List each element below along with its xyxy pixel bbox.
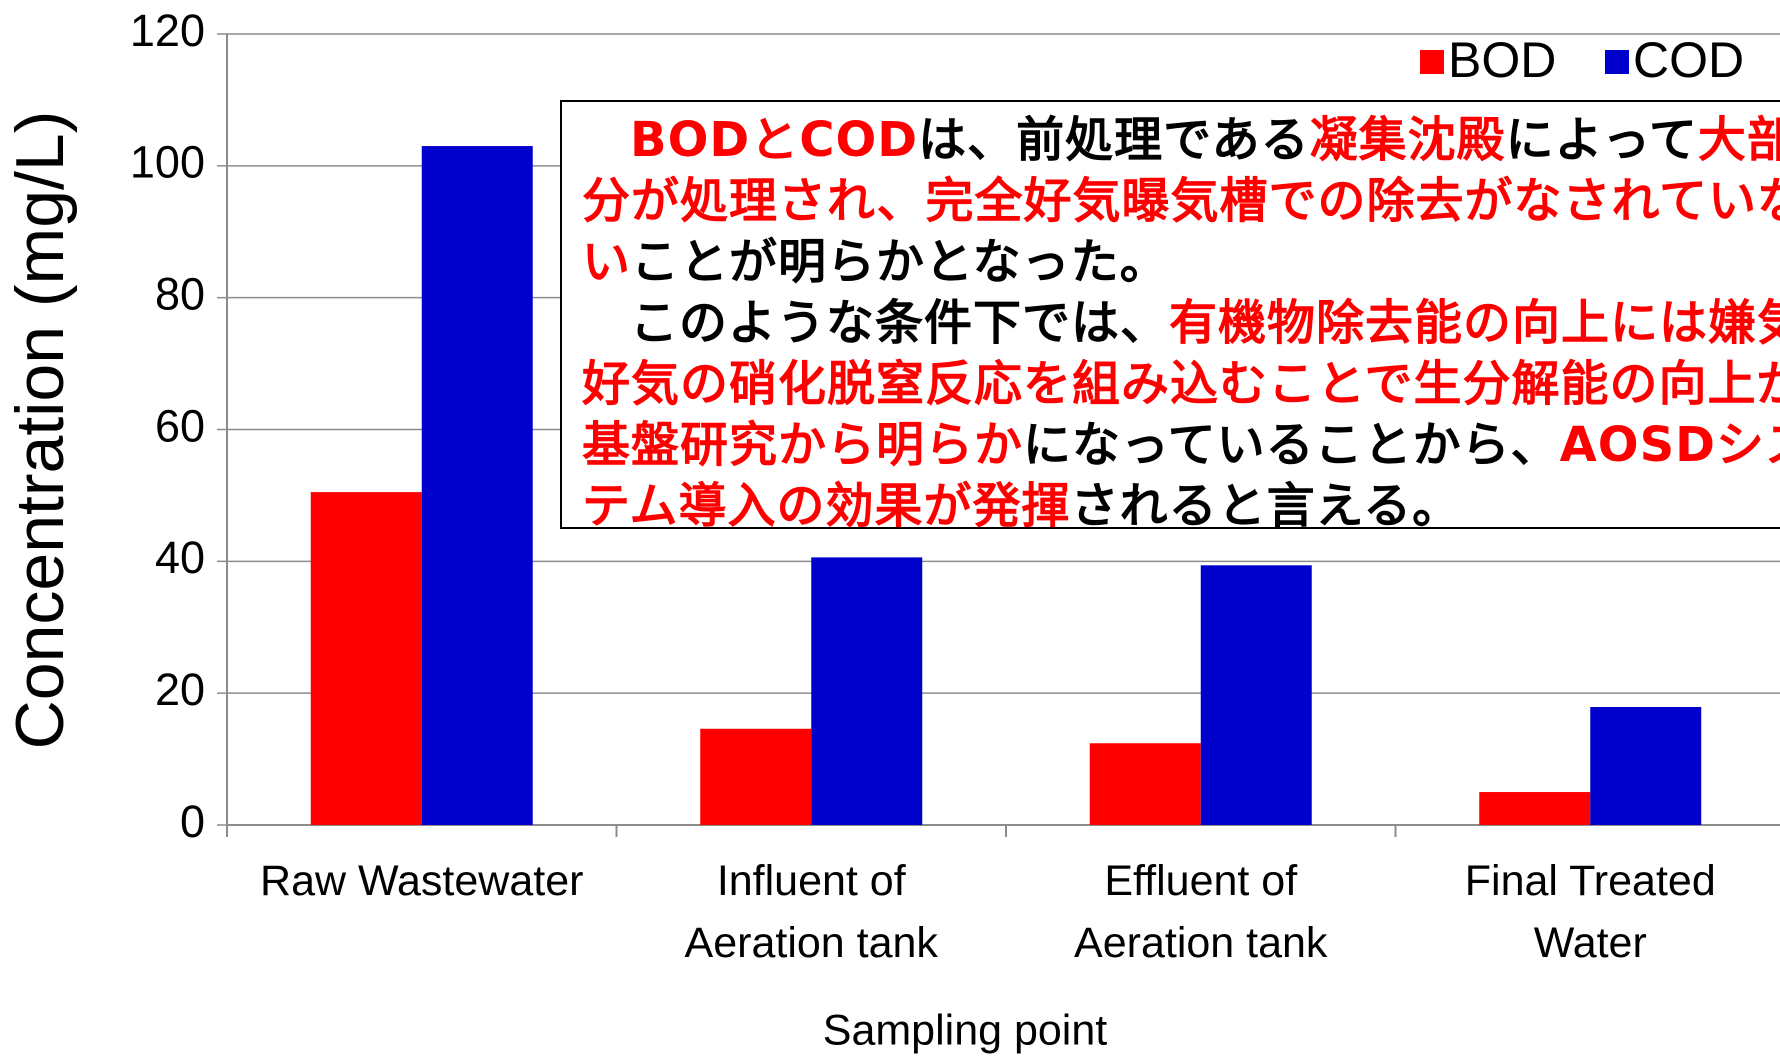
y-tick-label: 40 (155, 532, 205, 583)
annotation-text: になっていることから、 (1023, 417, 1560, 473)
x-tick-label: Raw Wastewater (260, 857, 584, 905)
bar (1200, 565, 1312, 825)
y-tick-label: 0 (180, 796, 205, 847)
y-tick-label: 80 (155, 269, 205, 320)
x-tick-label: Final Treated Water (1464, 857, 1716, 967)
annotation-text: 有機物除去能の向上には嫌気好気の硝化脱窒反応を組み込むことで生分解能の向上が基盤… (582, 295, 1780, 473)
x-axis-label: Sampling point (823, 1006, 1108, 1054)
y-axis-label: Concentration (mg/L) (2, 111, 78, 750)
bar (700, 728, 812, 825)
annotation-text: このような条件下では、 (630, 295, 1170, 351)
bar (310, 492, 422, 825)
legend-swatch (1605, 50, 1629, 74)
annotation-paragraph: このような条件下では、有機物除去能の向上には嫌気好気の硝化脱窒反応を組み込むこと… (582, 293, 1780, 537)
annotation-text: 凝集沈殿 (1309, 112, 1506, 168)
annotation-text: 大部分が処理され、完全好気曝気槽での除去がなされていない (582, 112, 1780, 290)
annotation-paragraph: BODとCODは、前処理である凝集沈殿によって大部分が処理され、完全好気曝気槽で… (582, 110, 1780, 293)
bar (1089, 743, 1201, 825)
annotation-text: されると言える。 (1070, 478, 1462, 534)
annotation-text: AOSDシステム導入の効果が発揮 (582, 417, 1780, 534)
y-tick-label: 100 (130, 137, 205, 188)
annotation-text: は、前処理である (918, 112, 1310, 168)
bar (1479, 792, 1591, 825)
legend-label: BOD (1448, 32, 1556, 88)
y-tick-label: 60 (155, 400, 205, 451)
legend-label: COD (1633, 32, 1744, 88)
bar (421, 146, 533, 825)
annotation-text: によって (1505, 112, 1698, 168)
bar (1590, 707, 1702, 825)
annotation: BODとCODは、前処理である凝集沈殿によって大部分が処理され、完全好気曝気槽で… (560, 100, 1780, 534)
x-tick-label: Influent of Aeration tank (684, 857, 938, 967)
bar (811, 557, 923, 825)
annotation-text: ことが明らかとなった。 (631, 234, 1169, 290)
legend-swatch (1420, 50, 1444, 74)
x-tick-label: Effluent of Aeration tank (1074, 857, 1328, 967)
y-tick-label: 20 (155, 664, 205, 715)
annotation-text: BODとCOD (630, 112, 919, 168)
y-tick-label: 120 (130, 5, 205, 56)
